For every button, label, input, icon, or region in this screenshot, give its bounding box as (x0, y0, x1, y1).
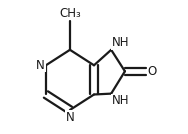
Text: CH₃: CH₃ (59, 7, 81, 20)
Text: NH: NH (112, 94, 130, 107)
Text: N: N (36, 59, 45, 72)
Text: O: O (147, 65, 156, 78)
Text: N: N (66, 111, 74, 124)
Text: NH: NH (112, 36, 130, 49)
